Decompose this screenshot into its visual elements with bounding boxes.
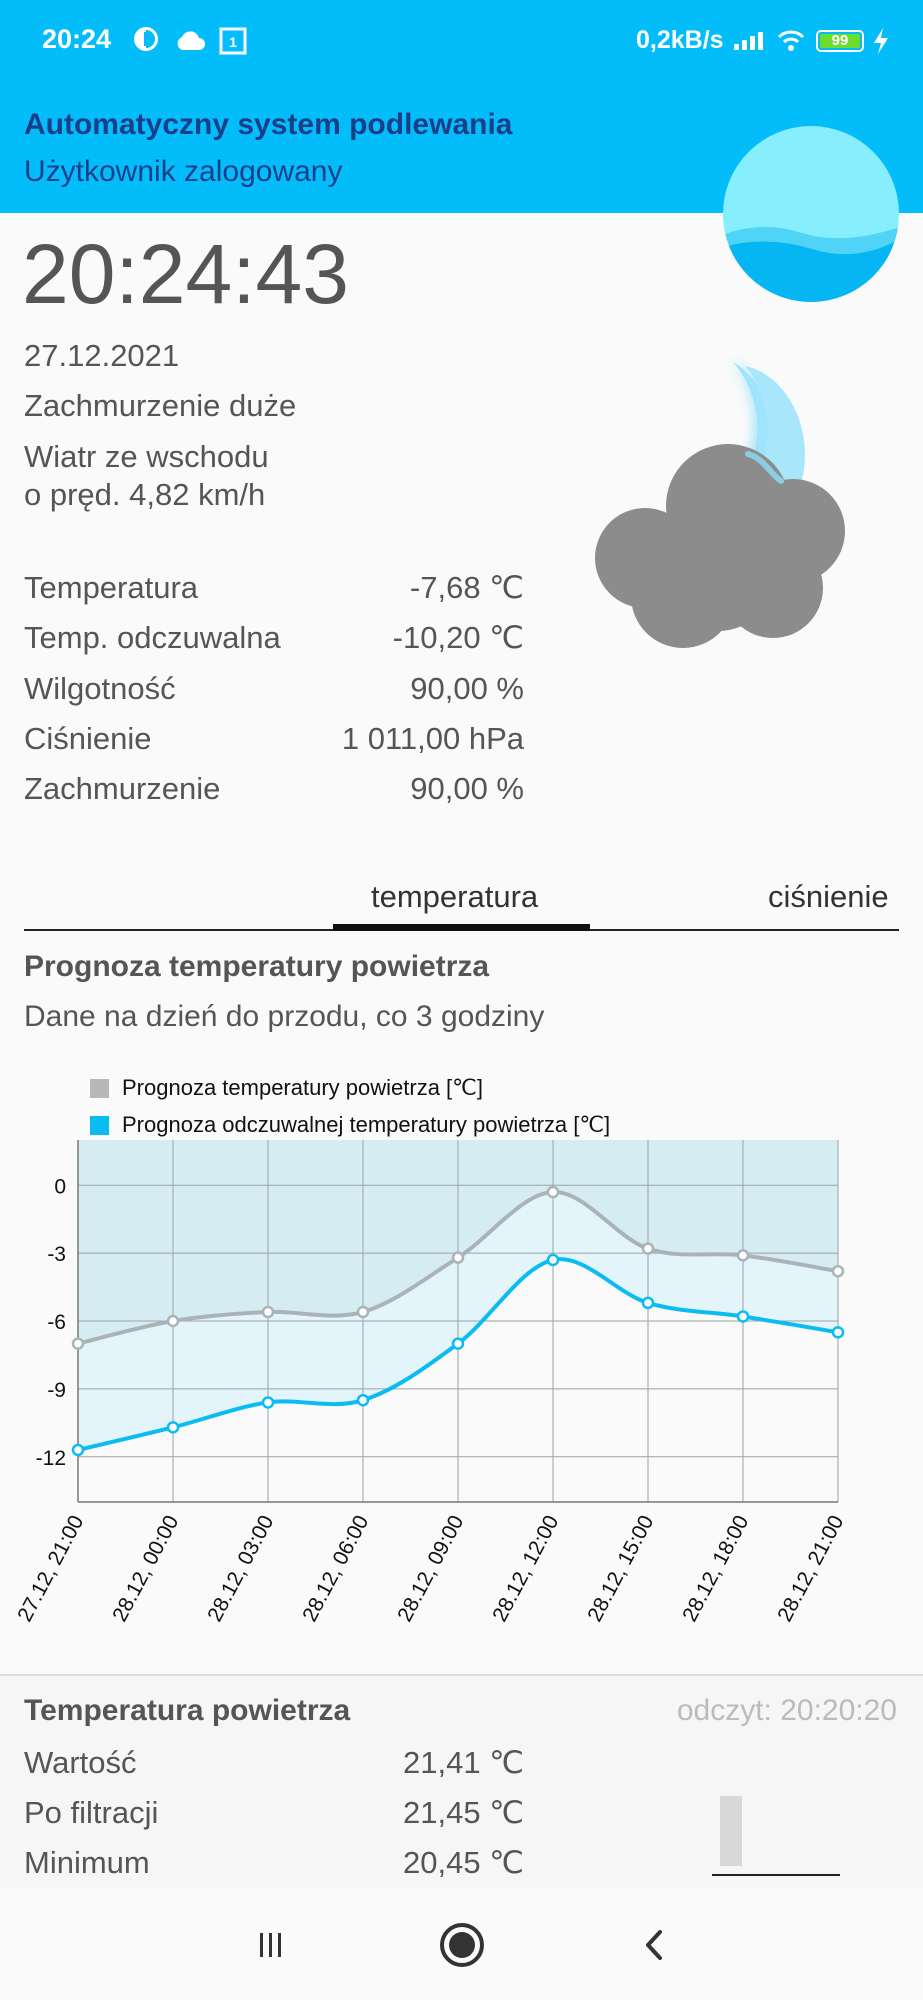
- row-value: 20,45 ℃: [402, 1845, 524, 1880]
- y-tick-label: -6: [47, 1311, 66, 1334]
- y-tick-label: 0: [54, 1175, 66, 1198]
- legend-swatch-blue: [90, 1116, 109, 1135]
- signal-icon: [734, 32, 768, 50]
- battery-icon: 99: [816, 30, 864, 52]
- row-label: Temp. odczuwalna: [24, 620, 281, 655]
- forecast-chart[interactable]: 0 -3 -6 -9 -12 27.12, 21:00 28.12, 00:00 28.12,…: [0, 1130, 923, 1650]
- y-tick-label: -12: [36, 1447, 66, 1470]
- row-value: 21,45 ℃: [402, 1795, 524, 1830]
- data-point: [831, 1326, 845, 1339]
- data-point: [71, 1443, 85, 1457]
- cloud-icon: [174, 28, 206, 59]
- row-label: Temperatura: [24, 570, 199, 605]
- row-label: Zachmurzenie: [24, 771, 221, 806]
- home-icon[interactable]: [432, 1918, 492, 1972]
- sensor-row-filtered: Po filtracji 21,45 ℃: [24, 1795, 524, 1831]
- tab-active-indicator: [333, 924, 590, 931]
- legend-label: Prognoza temperatury powietrza [℃]: [122, 1075, 483, 1100]
- app-title: Automatyczny system podlewania: [24, 108, 513, 141]
- row-value: -7,68 ℃: [409, 570, 524, 605]
- tab-pressure[interactable]: ciśnienie: [768, 879, 889, 914]
- cloud-moon-icon: [583, 356, 883, 666]
- data-point: [546, 1253, 560, 1267]
- row-value: -10,20 ℃: [392, 620, 524, 655]
- data-point: [261, 1396, 275, 1409]
- weather-row-temperature: Temperatura -7,68 ℃: [24, 570, 524, 606]
- data-point: [451, 1251, 465, 1264]
- row-label: Po filtracji: [24, 1795, 159, 1830]
- row-value: 1 011,00 hPa: [341, 721, 524, 756]
- sensor-panel: [0, 1676, 923, 1888]
- data-point: [831, 1264, 845, 1278]
- row-label: Ciśnienie: [24, 721, 152, 756]
- forecast-subtitle: Dane na dzień do przodu, co 3 godziny: [24, 1000, 545, 1033]
- data-point: [641, 1296, 655, 1310]
- app-bar: 20:24 1 0,2kB/s 99 Automatyczny system p…: [0, 0, 923, 213]
- status-bar: 20:24 1 0,2kB/s 99: [0, 0, 923, 82]
- legend-label: Prognoza odczuwalnej temperatury powietr…: [122, 1112, 611, 1137]
- x-tick-label: 28.12, 00:00: [108, 1512, 183, 1626]
- x-tick-label: 28.12, 18:00: [678, 1512, 753, 1626]
- back-icon[interactable]: [624, 1918, 684, 1972]
- svg-text:1: 1: [229, 34, 237, 50]
- x-tick-label: 28.12, 12:00: [488, 1512, 563, 1626]
- section-divider: [0, 1674, 923, 1676]
- date: 27.12.2021: [24, 338, 180, 373]
- legend-swatch-gray: [90, 1079, 109, 1098]
- wifi-icon: [776, 28, 806, 61]
- data-point: [261, 1305, 275, 1319]
- data-point: [736, 1249, 750, 1262]
- tab-temperature[interactable]: temperatura: [371, 879, 539, 914]
- wind-line-2: o pręd. 4,82 km/h: [24, 477, 266, 512]
- x-tick-label: 28.12, 03:00: [203, 1512, 278, 1626]
- water-logo-icon[interactable]: [722, 125, 900, 303]
- wind-line-1: Wiatr ze wschodu: [24, 439, 269, 474]
- sensor-row-minimum: Minimum 20,45 ℃: [24, 1845, 524, 1881]
- weather-row-humidity: Wilgotność 90,00 %: [24, 671, 524, 707]
- data-point: [736, 1310, 750, 1323]
- data-point: [356, 1305, 370, 1319]
- battery-level: 99: [831, 32, 849, 49]
- row-value: 90,00 %: [410, 771, 524, 806]
- sim-1-icon: 1: [219, 27, 247, 62]
- x-tick-label: 28.12, 06:00: [298, 1512, 373, 1626]
- data-point: [641, 1242, 655, 1255]
- weather-row-pressure: Ciśnienie 1 011,00 hPa: [24, 721, 524, 757]
- recent-apps-icon[interactable]: [241, 1918, 301, 1972]
- sensor-row-value: Wartość 21,41 ℃: [24, 1745, 524, 1781]
- app-indicator-icon: [131, 24, 161, 61]
- forecast-title: Prognoza temperatury powietrza: [24, 950, 490, 983]
- status-time: 20:24: [42, 24, 112, 54]
- y-tick-label: -9: [47, 1379, 66, 1402]
- y-tick-label: -3: [47, 1243, 66, 1266]
- clock: 20:24:43: [22, 227, 349, 321]
- sensor-mini-chart-axis: [712, 1874, 840, 1876]
- system-nav-bar: [0, 1888, 923, 2000]
- row-label: Wartość: [24, 1745, 137, 1780]
- data-point: [71, 1337, 85, 1350]
- sensor-read-time: odczyt: 20:20:20: [676, 1694, 897, 1727]
- weather-row-feels-like: Temp. odczuwalna -10,20 ℃: [24, 620, 524, 656]
- row-label: Minimum: [24, 1845, 150, 1880]
- row-value: 90,00 %: [410, 671, 524, 706]
- x-tick-label: 28.12, 21:00: [773, 1512, 848, 1626]
- data-point: [356, 1393, 370, 1407]
- net-speed: 0,2kB/s: [636, 26, 724, 54]
- x-tick-label: 28.12, 15:00: [583, 1512, 658, 1626]
- row-label: Wilgotność: [24, 671, 176, 706]
- x-tick-label: 27.12, 21:00: [13, 1512, 88, 1626]
- app-subtitle: Użytkownik zalogowany: [24, 155, 343, 188]
- sensor-mini-chart-bar: [720, 1796, 742, 1866]
- weather-condition: Zachmurzenie duże: [24, 388, 297, 423]
- weather-row-clouds: Zachmurzenie 90,00 %: [24, 771, 524, 807]
- data-point: [451, 1337, 465, 1350]
- row-value: 21,41 ℃: [402, 1745, 524, 1780]
- charging-icon: [872, 27, 890, 62]
- x-tick-label: 28.12, 09:00: [393, 1512, 468, 1626]
- data-point: [546, 1185, 560, 1199]
- data-point: [166, 1421, 180, 1434]
- data-point: [166, 1314, 180, 1328]
- sensor-title: Temperatura powietrza: [24, 1694, 351, 1727]
